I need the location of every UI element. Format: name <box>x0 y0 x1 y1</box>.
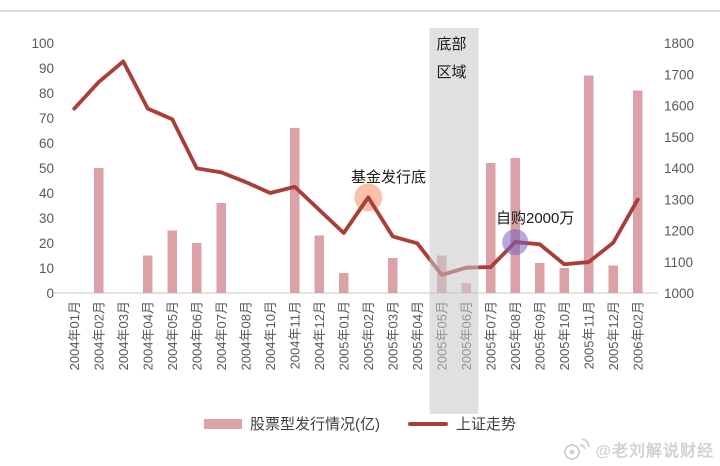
self-purchase-label: 自购2000万 <box>496 210 575 227</box>
x-axis-category-label: 2005年02月 <box>361 301 376 370</box>
bar <box>167 230 177 293</box>
bar <box>535 263 545 293</box>
x-axis-category-label: 2005年04月 <box>410 301 425 370</box>
x-axis-category-label: 2004年12月 <box>312 301 327 370</box>
line-series-swatch <box>407 421 448 426</box>
bar <box>608 265 618 293</box>
line-series-label: 上证走势 <box>455 416 516 433</box>
legend-item-bars: 股票型发行情况(亿) <box>203 413 380 434</box>
x-axis-category-label: 2005年07月 <box>483 301 498 370</box>
bar <box>486 163 496 293</box>
bottom-zone-band <box>429 28 479 414</box>
x-axis-category-label: 2005年10月 <box>557 301 572 370</box>
bottom-zone-label: 底部 区域 <box>428 31 475 87</box>
bar <box>388 258 398 293</box>
x-axis-category-label: 2004年04月 <box>140 301 155 370</box>
index-line <box>72 59 640 277</box>
x-axis-category-label: 2004年01月 <box>67 301 82 370</box>
y-axis-left-tick: 10 <box>39 261 54 276</box>
bar <box>290 128 300 293</box>
x-axis-category-label: 2006年02月 <box>630 301 645 370</box>
x-axis-category-label: 2005年03月 <box>385 301 400 370</box>
y-axis-left-tick: 50 <box>39 161 54 176</box>
bar-series-swatch <box>203 418 242 429</box>
x-axis-category-label: 2004年03月 <box>116 301 131 370</box>
watermark-handle: @老刘解说财经 <box>595 443 714 460</box>
y-axis-left-tick: 30 <box>39 211 54 226</box>
bar <box>143 255 153 293</box>
x-axis-category-label: 2004年02月 <box>91 301 106 370</box>
y-axis-right-tick: 1100 <box>664 255 693 270</box>
x-axis-category-label: 2005年12月 <box>606 301 621 370</box>
bar <box>559 268 569 293</box>
y-axis-left-tick: 60 <box>39 136 54 151</box>
y-axis-left-tick: 20 <box>39 236 54 251</box>
x-axis-category-label: 2005年08月 <box>508 301 523 370</box>
y-axis-right-tick: 1300 <box>664 192 694 207</box>
fund-issuance-bottom-label: 基金发行底 <box>351 169 427 186</box>
x-axis-category-label: 2004年07月 <box>214 301 229 370</box>
bar <box>339 273 349 293</box>
y-axis-left-tick: 40 <box>39 186 54 201</box>
bar-series-label: 股票型发行情况(亿) <box>249 416 380 433</box>
top-divider <box>0 10 720 12</box>
x-axis-category-label: 2004年11月 <box>287 301 302 369</box>
x-axis-category-label: 2005年11月 <box>581 301 596 369</box>
y-axis-left-tick: 100 <box>31 36 54 51</box>
x-axis-category-label: 2005年01月 <box>336 301 351 370</box>
x-axis-category-label: 2004年10月 <box>263 301 278 370</box>
y-axis-right-tick: 1500 <box>664 130 694 145</box>
x-axis-category-label: 2005年09月 <box>532 301 547 370</box>
bar <box>216 203 226 293</box>
watermark: @老刘解说财经 <box>561 436 714 462</box>
marker-circle <box>502 229 529 256</box>
bottom-zone-line1: 底部 <box>436 36 467 53</box>
bar <box>584 75 594 293</box>
y-axis-left-tick: 70 <box>39 111 54 126</box>
x-axis-category-label: 2004年08月 <box>238 301 253 370</box>
weibo-eye-icon <box>564 438 591 460</box>
bar <box>633 90 643 293</box>
y-axis-left-tick: 90 <box>39 61 54 76</box>
bar <box>314 235 324 293</box>
y-axis-left-tick: 0 <box>46 286 54 301</box>
y-axis-right-tick: 1600 <box>664 99 694 114</box>
legend-item-line: 上证走势 <box>407 413 516 434</box>
x-axis-category-label: 2004年05月 <box>165 301 180 370</box>
y-axis-right-tick: 1700 <box>664 67 694 82</box>
bar <box>192 243 202 293</box>
y-axis-right-tick: 1000 <box>664 286 694 301</box>
y-axis-right-tick: 1800 <box>664 36 694 51</box>
y-axis-left-tick: 80 <box>39 86 54 101</box>
x-axis-category-label: 2004年06月 <box>189 301 204 370</box>
legend: 股票型发行情况(亿) 上证走势 <box>0 413 720 434</box>
y-axis-right-tick: 1200 <box>664 224 694 239</box>
bottom-zone-line2: 区域 <box>436 64 467 81</box>
bar <box>510 158 520 293</box>
y-axis-right-tick: 1400 <box>664 161 694 176</box>
bar <box>94 168 104 293</box>
